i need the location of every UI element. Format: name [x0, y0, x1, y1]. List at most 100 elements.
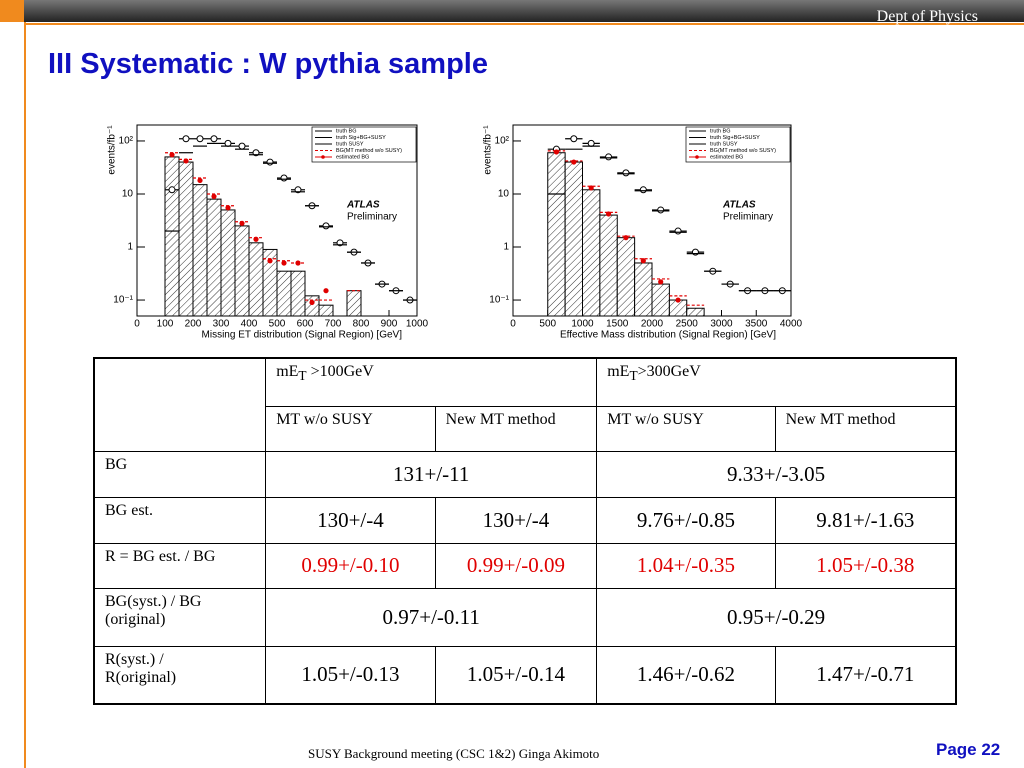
legend-label: estimated BG [710, 154, 743, 160]
value-cell: 131+/-11 [265, 450, 598, 498]
bar [634, 262, 653, 317]
subheader-cell: New MT method [774, 405, 957, 452]
slide-title: III Systematic : W pythia sample [48, 48, 488, 80]
legend-swatch [695, 155, 699, 159]
x-axis-label: Missing ET distribution (Signal Region) … [202, 330, 403, 341]
marker [182, 135, 190, 143]
page-number: Page 22 [936, 740, 1001, 759]
header-sub: T [629, 368, 638, 384]
annotation: ATLAS [722, 200, 756, 211]
marker [211, 193, 217, 200]
x-tick-label: 0 [134, 319, 140, 330]
corner-square [0, 0, 24, 22]
header-rest: >300GeV [637, 363, 701, 380]
x-axis-label: Effective Mass distribution (Signal Regi… [560, 330, 776, 341]
bar [234, 225, 250, 317]
marker [183, 158, 189, 164]
x-tick-label: 800 [353, 319, 370, 330]
bar [276, 270, 292, 317]
marker [675, 297, 681, 303]
table-row: BG 131+/-11 9.33+/-3.05 [93, 450, 957, 498]
x-tick-label: 2000 [641, 319, 664, 330]
bar [686, 307, 705, 317]
bar [304, 295, 320, 317]
x-tick-label: 500 [539, 319, 556, 330]
annotation: Preliminary [347, 212, 397, 223]
y-tick-label: 10² [495, 136, 510, 147]
legend-label: truth Sig+BG+SUSY [710, 135, 760, 141]
value-cell: 0.99+/-0.10 [265, 542, 436, 589]
bar [346, 290, 362, 317]
row-label: R(syst.) / R(original) [93, 645, 267, 705]
legend-label: BG(MT method w/o SUSY) [710, 148, 776, 154]
legend-label: truth BG [336, 128, 356, 134]
value-cell: 1.05+/-0.38 [774, 542, 957, 589]
side-rule [24, 22, 26, 768]
x-tick-label: 1000 [571, 319, 594, 330]
value-cell: 9.33+/-3.05 [596, 450, 957, 498]
row-label-line: (original) [105, 610, 166, 628]
header-main: mE [607, 363, 630, 380]
marker [280, 174, 288, 182]
x-tick-label: 600 [297, 319, 314, 330]
y-tick-label: 10 [122, 189, 134, 200]
marker [225, 205, 231, 211]
row-label-line: BG est. [105, 501, 153, 519]
header-sub: T [298, 368, 307, 384]
row-label: BG [93, 450, 267, 498]
value-cell: 0.99+/-0.09 [434, 542, 598, 589]
legend-swatch [321, 155, 325, 159]
marker [587, 139, 595, 147]
bar [290, 270, 306, 317]
marker [168, 186, 176, 194]
marker [169, 152, 175, 158]
header-rest: >100GeV [306, 363, 374, 380]
x-tick-label: 1500 [606, 319, 629, 330]
x-tick-label: 200 [185, 319, 202, 330]
marker [322, 222, 330, 230]
marker [691, 248, 699, 256]
header-cell: mET >100GeV [265, 357, 598, 407]
bar [192, 184, 208, 317]
subheader-cell: MT w/o SUSY [265, 405, 436, 452]
value-cell: 1.47+/-0.71 [774, 645, 957, 705]
value-cell: 0.97+/-0.11 [265, 587, 598, 647]
bar [564, 161, 583, 317]
x-tick-label: 2500 [676, 319, 699, 330]
bar [318, 304, 334, 317]
subheader-row: MT w/o SUSY New MT method MT w/o SUSY New M… [94, 405, 957, 452]
y-tick-label: 1 [503, 242, 509, 253]
x-tick-label: 700 [325, 319, 342, 330]
table-row: BG(syst.) / BG (original) 0.97+/-0.11 0.95+… [93, 587, 957, 647]
marker [239, 220, 245, 226]
marker [674, 227, 682, 235]
bar [206, 198, 222, 317]
bar [547, 152, 566, 317]
y-tick-label: 10² [119, 136, 134, 147]
marker [639, 186, 647, 194]
bar [599, 214, 618, 317]
legend-label: truth SUSY [710, 141, 738, 147]
bar [220, 209, 236, 317]
bar [178, 161, 194, 317]
marker [238, 142, 246, 150]
corner-cell [93, 357, 267, 452]
marker [570, 135, 578, 143]
x-tick-label: 500 [269, 319, 286, 330]
top-bar [0, 0, 1024, 22]
marker [267, 258, 273, 264]
value-cell: 9.81+/-1.63 [774, 496, 957, 544]
header-rule [24, 23, 1024, 25]
header-row: mET >100GeV mET>300GeV [93, 357, 957, 452]
x-tick-label: 1000 [406, 319, 429, 330]
marker [622, 169, 630, 177]
x-tick-label: 100 [157, 319, 174, 330]
marker [658, 279, 664, 285]
row-label-line: BG(syst.) / BG [105, 592, 202, 610]
value-cell: 1.46+/-0.62 [596, 645, 776, 705]
marker [309, 299, 315, 306]
row-label: BG(syst.) / BG (original) [93, 587, 267, 647]
marker [281, 260, 287, 266]
value-cell: 1.05+/-0.13 [265, 645, 436, 705]
